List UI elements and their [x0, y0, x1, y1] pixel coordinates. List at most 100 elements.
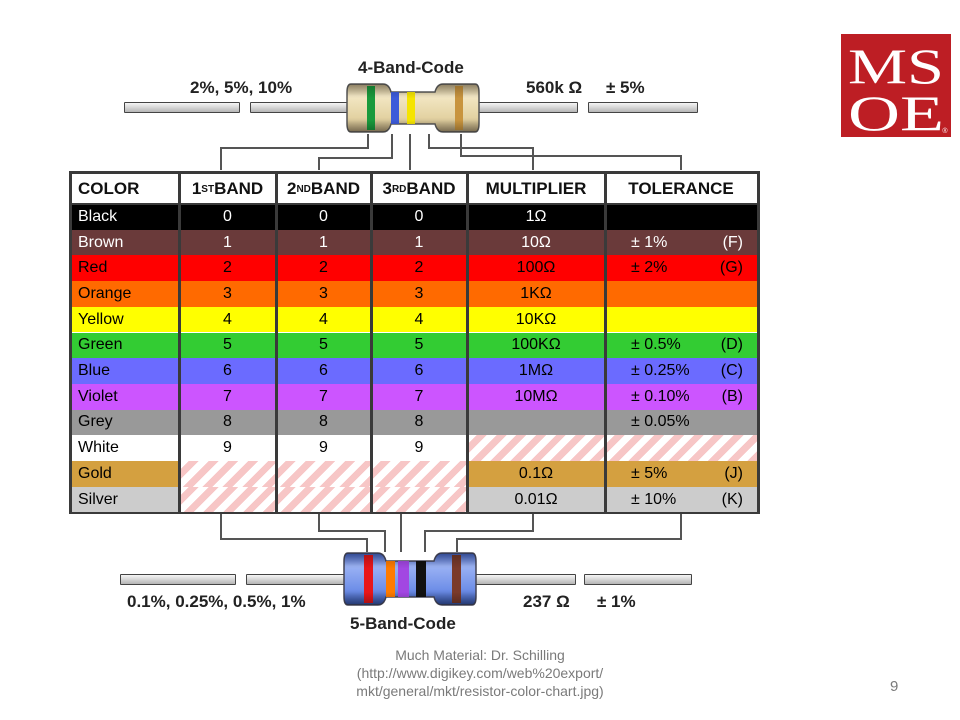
five-band-resistor-icon: [343, 552, 477, 606]
multiplier-cell: 0.01Ω: [514, 490, 558, 508]
header-color: COLOR: [72, 174, 179, 204]
multiplier-cell: 1Ω: [525, 207, 547, 225]
band2-digit-cell: 0: [319, 207, 328, 225]
color-code-table: COLOR 1 ST BAND 2 ND BAND 3 RD BAND MULTIPLIER T…: [69, 171, 760, 514]
four-band-tolerance-range: 2%, 5%, 10%: [190, 78, 293, 97]
svg-text:OE: OE: [848, 85, 944, 137]
band1-digit-cell: [179, 486, 276, 513]
four-band-lead-right-2: [588, 102, 698, 113]
color-name-cell: Violet: [78, 387, 118, 405]
tolerance-cell: ± 5% (J): [605, 461, 757, 487]
four-band-lead-left-1: [124, 102, 240, 113]
five-band-lead-left-1: [120, 574, 236, 585]
header-text: TOLERANCE: [628, 179, 734, 198]
color-name-cell: Brown: [78, 233, 124, 251]
tolerance-value: ± 10%: [631, 490, 677, 508]
table-header-row: COLOR 1 ST BAND 2 ND BAND 3 RD BAND MULTIPLIER T…: [72, 174, 757, 204]
four-band-value: 560k Ω: [526, 78, 583, 97]
band2-digit-cell: 2: [319, 259, 328, 277]
band3-digit-cell: 1: [414, 233, 424, 251]
svg-text:MS: MS: [848, 38, 944, 94]
band2-digit-cell: 6: [319, 362, 328, 380]
citation-line-3: mkt/general/mkt/resistor-color-chart.jpg…: [356, 683, 604, 699]
header-text: BAND: [214, 179, 264, 198]
tolerance-cell: ± 0.05%: [605, 410, 757, 436]
color-name-cell: White: [78, 439, 119, 457]
band1-digit-cell: 7: [223, 387, 232, 405]
band3-digit-cell: 7: [414, 387, 424, 405]
svg-text:®: ®: [942, 127, 948, 135]
header-text: 2: [286, 179, 297, 198]
header-text: 3: [382, 179, 392, 198]
header-text: BAND: [310, 179, 361, 198]
band2-digit-cell: 9: [319, 439, 328, 457]
citation-line-1: Much Material: Dr. Schilling: [395, 647, 565, 663]
tolerance-code: (F): [722, 233, 743, 251]
five-band-lead-right-1: [474, 574, 576, 585]
tolerance-cell: ± 0.25% (C): [605, 358, 757, 384]
connector-line: [384, 530, 386, 552]
tolerance-value: ± 2%: [631, 259, 668, 277]
band1-digit-cell: 2: [223, 259, 232, 277]
tolerance-code: (J): [724, 464, 743, 482]
table-row-grey: Grey 8 8 8 ± 0.05%: [72, 409, 757, 436]
four-band-lead-left-2: [250, 102, 352, 113]
connector-line: [220, 147, 368, 149]
connector-line: [318, 157, 320, 170]
band1-digit-cell: 6: [223, 362, 232, 380]
table-row-white: White 9 9 9: [72, 435, 757, 461]
table-column-divider: [275, 174, 278, 513]
connector-line: [680, 155, 682, 170]
band1-digit-cell: 8: [223, 413, 232, 431]
multiplier-cell: [467, 410, 605, 436]
tolerance-cell: ± 10% (K): [605, 487, 757, 513]
header-1st-band: 1 ST BAND: [179, 174, 276, 204]
connector-line: [460, 134, 462, 157]
multiplier-cell: 10MΩ: [514, 387, 558, 405]
header-superscript: RD: [391, 183, 407, 195]
header-text: MULTIPLIER: [485, 179, 587, 198]
band1-digit-cell: 1: [223, 233, 232, 251]
tolerance-value: ± 5%: [631, 464, 668, 482]
band2-digit-cell: [276, 486, 371, 513]
connector-line: [428, 147, 534, 149]
band1-digit-cell: [179, 461, 276, 487]
header-tolerance: TOLERANCE: [605, 174, 757, 204]
table-header-divider: [72, 203, 757, 205]
table-row-orange: Orange 3 3 3 1KΩ: [72, 281, 757, 307]
msoe-logo-icon: MS OE ®: [848, 38, 948, 137]
five-band-value: 237 Ω: [523, 592, 570, 611]
color-name-cell: Silver: [78, 490, 119, 508]
band3-digit-cell: [371, 461, 467, 487]
connector-line: [460, 155, 682, 157]
connector-line: [424, 530, 426, 552]
connector-line: [532, 514, 534, 532]
band2-digit-cell: 3: [319, 284, 328, 302]
five-band-lead-right-2: [584, 574, 692, 585]
table-row-silver: Silver 0.01Ω ± 10% (K): [72, 486, 757, 513]
header-multiplier: MULTIPLIER: [467, 174, 605, 204]
connector-line: [532, 147, 534, 170]
connector-line: [318, 530, 385, 532]
band3-digit-cell: 3: [414, 284, 424, 302]
citation-line-2: (http://www.digikey.com/web%20export/: [356, 665, 604, 681]
table-row-green: Green 5 5 5 100KΩ ± 0.5% (D): [72, 332, 757, 359]
table-row-brown: Brown 1 1 1 10Ω ± 1% (F): [72, 229, 757, 256]
tolerance-value: ± 0.25%: [631, 362, 690, 380]
table-row-red: Red 2 2 2 100Ω ± 2% (G): [72, 255, 757, 282]
band1-digit-cell: 4: [223, 310, 232, 328]
color-name-cell: Grey: [78, 413, 113, 431]
band2-digit-cell: 8: [319, 413, 328, 431]
tolerance-code: (G): [719, 259, 743, 277]
band2-digit-cell: 1: [319, 233, 328, 251]
band2-digit-cell: 5: [319, 336, 328, 354]
tolerance-cell: ± 2% (G): [605, 255, 757, 281]
four-band-lead-right-1: [478, 102, 578, 113]
band3-digit-cell: 8: [414, 413, 424, 431]
header-text: COLOR: [78, 179, 140, 198]
multiplier-cell: [467, 435, 605, 461]
color-name-cell: Orange: [78, 284, 132, 302]
table-column-divider: [604, 174, 607, 513]
connector-line: [400, 514, 402, 552]
